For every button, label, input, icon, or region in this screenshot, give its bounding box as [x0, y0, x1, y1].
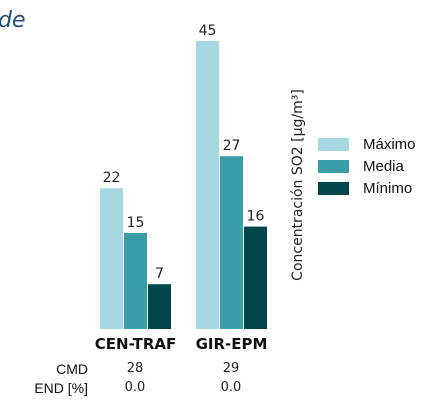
bar-gir-epm-maximo — [196, 41, 219, 329]
bar-cen-traf-minimo — [148, 284, 171, 329]
legend-label-media: Media — [363, 157, 404, 175]
legend-swatch-media — [318, 159, 349, 173]
table-cell-cmd-cen-traf: 28 — [126, 361, 144, 376]
legend-item-minimo: Mínimo — [318, 177, 416, 199]
data-label-cen-traf-minimo: 7 — [155, 266, 164, 282]
data-label-gir-epm-minimo: 16 — [247, 209, 265, 225]
table-row-label-cmd: CMD — [56, 361, 88, 377]
table-row-label-end: END [%] — [34, 380, 88, 396]
chart-title-fragment: de — [0, 8, 26, 33]
legend: Máximo Media Mínimo — [318, 133, 416, 199]
bar-gir-epm-minimo — [244, 226, 267, 329]
data-label-cen-traf-media: 15 — [127, 215, 145, 231]
legend-swatch-minimo — [318, 181, 349, 195]
legend-item-media: Media — [318, 155, 416, 177]
table-cell-cmd-gir-epm: 29 — [222, 361, 240, 376]
data-label-cen-traf-maximo: 22 — [103, 170, 121, 186]
legend-label-maximo: Máximo — [363, 135, 416, 153]
table-cell-end-gir-epm: 0.0 — [220, 380, 242, 395]
bar-cen-traf-media — [124, 233, 147, 329]
y-axis-label: Concentración SO2 [µg/m³] — [290, 89, 306, 281]
legend-swatch-maximo — [318, 137, 349, 151]
x-tick-label-gir-epm: GIR-EPM — [196, 335, 268, 353]
data-label-gir-epm-media: 27 — [223, 138, 241, 154]
bar-gir-epm-media — [220, 156, 243, 329]
x-tick-label-cen-traf: CEN-TRAF — [95, 335, 176, 353]
legend-label-minimo: Mínimo — [363, 179, 413, 197]
data-label-gir-epm-maximo: 45 — [199, 23, 217, 39]
table-cell-end-cen-traf: 0.0 — [124, 380, 146, 395]
legend-item-maximo: Máximo — [318, 133, 416, 155]
bar-cen-traf-maximo — [100, 188, 123, 329]
